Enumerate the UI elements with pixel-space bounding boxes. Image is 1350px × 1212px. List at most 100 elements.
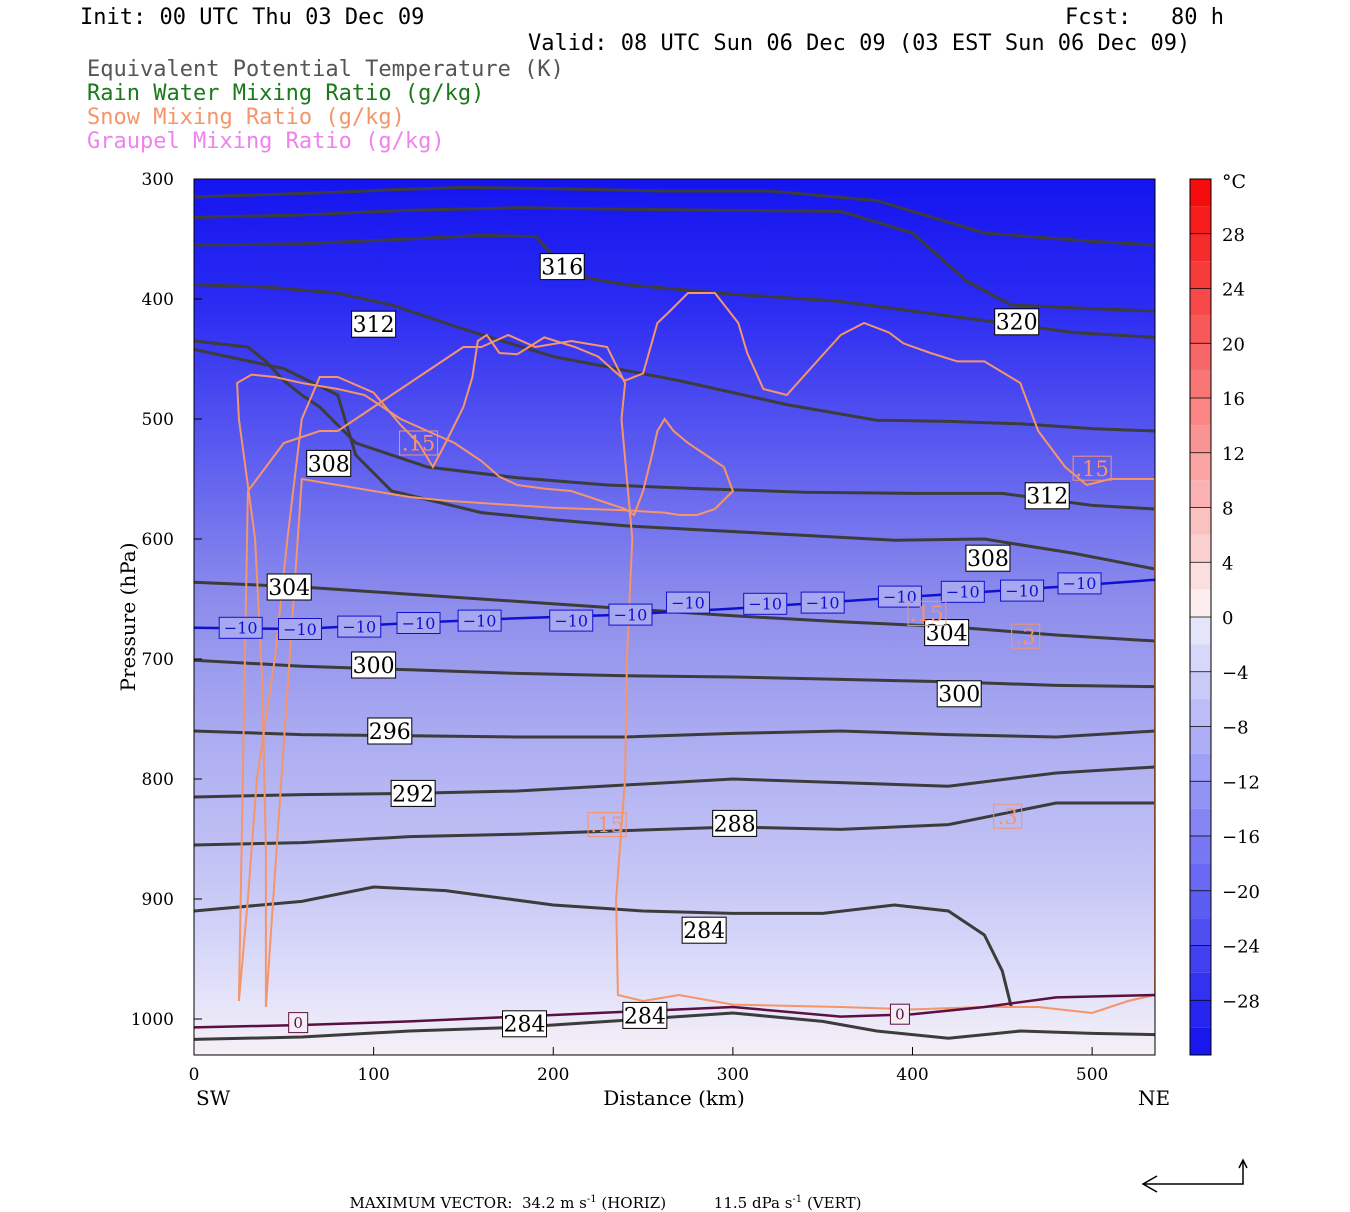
minus10-label-9-box (800, 591, 845, 614)
zero-label-1-text: 0 (895, 1006, 905, 1024)
minus10-label-13-text: −10 (1063, 574, 1097, 593)
theta-e-label-6: 304 (266, 573, 312, 601)
colorbar-label-3: 16 (1222, 389, 1245, 410)
left-end-label: SW (196, 1086, 231, 1110)
reference-vector (1141, 1158, 1248, 1193)
minus10-label-8-text: −10 (748, 595, 782, 614)
theta-e-label-7: 304 (924, 619, 970, 647)
max-vert-value: 11.5 (713, 1194, 748, 1212)
theta-e-line-5 (194, 347, 1155, 571)
theta-e-line-9 (194, 765, 1155, 799)
max-vector-footer: MAXIMUM VECTOR: 34.2 m s-1 (HORIZ) 11.5 … (340, 1176, 862, 1212)
theta-e-label-14-text: 284 (504, 1013, 546, 1038)
colorbar-label-7: 0 (1222, 608, 1233, 629)
y-tick-label-6: 900 (142, 890, 174, 910)
horiz-unit: m s (560, 1194, 587, 1212)
theta-e-label-1-text: 312 (353, 313, 395, 338)
theta-e-label-4-text: 312 (1026, 485, 1068, 510)
plot-frame (193, 178, 1156, 1056)
valid-time: Valid: 08 UTC Sun 06 Dec 09 (03 EST Sun … (528, 31, 1191, 56)
colorbar-label-9: −8 (1222, 718, 1249, 739)
snow-contour-0 (237, 292, 1155, 1015)
vert-tag: (VERT) (806, 1194, 862, 1212)
legend-snow: Snow Mixing Ratio (g/kg) (87, 105, 405, 130)
snow-label-5: .3 (993, 803, 1023, 829)
x-tick-label-2: 200 (537, 1065, 569, 1085)
theta-e-label-14-box (502, 1010, 548, 1038)
snow-label-3-text: .3 (1016, 625, 1036, 649)
minus10-label-12: −10 (1000, 579, 1045, 602)
y-tick-label-0: 300 (142, 170, 174, 190)
colorbar-segment-3 (1190, 261, 1211, 289)
snow-label-5-text: .3 (998, 805, 1018, 829)
colorbar-segment-27 (1190, 918, 1211, 946)
snow-contour-1 (236, 373, 735, 1008)
minus10-label-0-text: −10 (224, 619, 258, 638)
colorbar-unit: °C (1222, 171, 1246, 193)
theta-e-label-12-box (712, 809, 758, 837)
theta-e-label-12-text: 288 (714, 812, 756, 837)
minus10-label-5-box (549, 609, 594, 632)
x-axis-label: Distance (km) (603, 1086, 745, 1110)
y-tick-label-2: 500 (142, 410, 174, 430)
theta-e-label-15-text: 284 (624, 1004, 666, 1029)
colorbar-label-12: −20 (1222, 882, 1260, 903)
right-end-label: NE (1138, 1086, 1170, 1110)
colorbar-segment-14 (1190, 562, 1211, 590)
colorbar-segment-13 (1190, 534, 1211, 563)
y-tick-label-3: 600 (142, 530, 174, 550)
colorbar-segment-19 (1190, 699, 1211, 727)
minus10-label-3-text: −10 (402, 614, 436, 633)
snow-label-2: .15 (907, 600, 947, 626)
theta-e-line-10 (194, 801, 1155, 847)
minus10-label-1: −10 (277, 618, 322, 640)
theta-e-label-15-box (622, 1001, 668, 1029)
colorbar-segment-20 (1190, 726, 1211, 754)
theta-e-label-5-text: 308 (967, 547, 1009, 572)
y-axis-label: Pressure (hPa) (116, 543, 140, 692)
colorbar-label-13: −24 (1222, 937, 1260, 958)
colorbar-segment-0 (1190, 179, 1211, 207)
forecast-hour: Fcst: 80 h (1065, 5, 1224, 30)
minus10-label-2-text: −10 (342, 617, 376, 636)
colorbar-segment-5 (1190, 315, 1211, 344)
snow-label-0: .15 (399, 430, 439, 456)
minus10-label-5-text: −10 (554, 611, 588, 630)
theta-e-label-5-box (965, 544, 1011, 572)
theta-e-label-9-box (936, 680, 982, 708)
snow-label-1: .15 (1072, 455, 1112, 481)
theta-e-label-13: 284 (681, 916, 727, 944)
theta-e-label-12: 288 (712, 809, 758, 837)
theta-e-label-9: 300 (936, 680, 982, 708)
minus10-label-6: −10 (608, 603, 653, 626)
colorbar-segment-6 (1190, 343, 1211, 371)
colorbar-segment-1 (1190, 206, 1211, 234)
theta-e-label-3-text: 308 (308, 452, 350, 477)
colorbar-segment-17 (1190, 644, 1211, 672)
theta-e-line-8 (194, 729, 1155, 739)
colorbar-segment-7 (1190, 370, 1211, 398)
theta-e-line-2 (194, 233, 1155, 339)
x-tick-label-5: 500 (1076, 1065, 1108, 1085)
colorbar-segment-15 (1190, 589, 1211, 617)
colorbar-segment-16 (1190, 617, 1211, 645)
theta-e-label-10-text: 296 (369, 720, 411, 745)
y-tick-label-1: 400 (142, 290, 174, 310)
theta-e-label-8-text: 300 (353, 654, 395, 679)
minus10-label-12-text: −10 (1005, 581, 1039, 600)
colorbar-segment-23 (1190, 808, 1211, 836)
theta-e-label-1-box (351, 310, 397, 338)
zero-label-1: 0 (889, 1003, 910, 1025)
horiz-tag: (HORIZ) (601, 1194, 667, 1212)
snow-label-2-box (907, 600, 947, 626)
zero-label-1-box (889, 1003, 910, 1025)
theta-e-label-2: 320 (994, 308, 1040, 336)
minus10-label-4-text: −10 (463, 611, 497, 630)
legend-theta-e: Equivalent Potential Temperature (K) (87, 57, 564, 82)
theta-e-label-0-text: 316 (541, 256, 583, 281)
colorbar-segment-25 (1190, 863, 1211, 891)
colorbar-label-5: 8 (1222, 499, 1233, 520)
theta-e-label-13-box (681, 916, 727, 944)
minus10-label-0-box (218, 616, 263, 639)
theta-e-label-1: 312 (351, 310, 397, 338)
